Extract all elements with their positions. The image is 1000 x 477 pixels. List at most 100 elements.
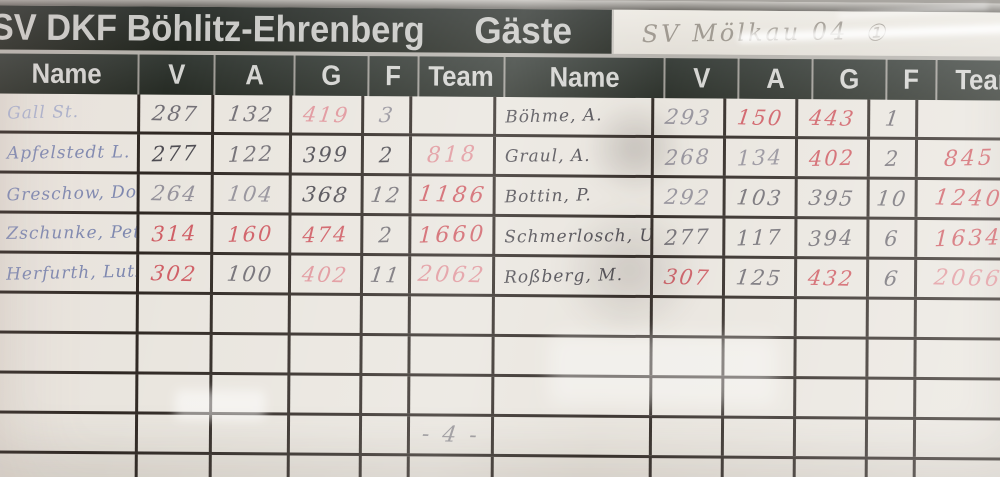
empty-cell xyxy=(289,415,363,454)
guest-team-number-mark: ① xyxy=(863,20,886,48)
score-cell: 474 xyxy=(291,215,364,254)
header-v-home: V xyxy=(139,54,214,95)
empty-cell xyxy=(212,374,291,413)
team-total-cell: 1634 xyxy=(933,225,1000,253)
score-cell: 150 xyxy=(726,98,799,137)
player-name-cell: Greschow, Dominik xyxy=(0,173,140,212)
score-cell: 2 xyxy=(869,139,919,177)
empty-row xyxy=(0,293,1000,341)
score-cell: 277 xyxy=(139,134,215,172)
empty-cell xyxy=(724,378,797,417)
score-cell: 134 xyxy=(725,138,799,177)
empty-cell xyxy=(494,376,653,416)
empty-cell xyxy=(0,413,139,452)
score-row-3: Greschow, Dominik 264 104 368 12 1186 Bo… xyxy=(0,173,1000,221)
score-cell: 6 xyxy=(869,219,918,257)
score-cell: 12 xyxy=(363,176,412,214)
empty-cell xyxy=(867,459,916,477)
empty-cell xyxy=(212,334,291,373)
score-cell: 1 xyxy=(870,99,919,137)
empty-cell xyxy=(493,416,653,456)
score-row-4: Zschunke, Peter 314 160 474 2 1660 Schme… xyxy=(0,213,1000,261)
score-cell: 307 xyxy=(652,258,726,296)
empty-cell xyxy=(651,418,725,456)
score-grid: Gall St. 287 132 419 3 Böhme, A. 293 150… xyxy=(0,93,1000,477)
empty-cell xyxy=(494,296,653,336)
score-cell: 3 xyxy=(364,96,413,134)
score-row-5: Herfurth, Lutz 302 100 402 11 2062 Roßbe… xyxy=(0,253,1000,301)
empty-cell xyxy=(290,375,363,414)
player-name-cell: Böhme, A. xyxy=(496,96,655,136)
score-cell: 419 xyxy=(292,95,365,134)
team-total-cell: 818 xyxy=(411,136,497,174)
player-name-cell: Roßberg, M. xyxy=(494,256,654,296)
empty-cell xyxy=(917,300,1000,338)
score-cell: 287 xyxy=(140,94,215,132)
empty-cell xyxy=(652,338,725,376)
empty-cell xyxy=(410,376,495,414)
match-title-bar: SV DKF Böhlitz-Ehrenberg Gäste xyxy=(0,5,612,54)
player-name-cell: Apfelstedt L. xyxy=(0,133,141,172)
score-row-1: Gall St. 287 132 419 3 Böhme, A. 293 150… xyxy=(0,93,1000,141)
empty-cell xyxy=(212,294,291,333)
handwritten-annotation: - 4 - xyxy=(419,421,481,449)
empty-cell xyxy=(652,298,725,336)
empty-cell xyxy=(290,295,363,334)
score-cell: 395 xyxy=(797,179,870,217)
empty-cell xyxy=(867,419,917,457)
score-cell: 314 xyxy=(139,214,214,252)
handwritten-annotation-cell: - 4 - xyxy=(409,416,495,454)
empty-cell xyxy=(868,379,917,417)
empty-cell xyxy=(362,376,411,414)
player-name-cell: Bottin, P. xyxy=(495,176,654,216)
score-cell: 399 xyxy=(291,135,365,174)
empty-cell xyxy=(724,298,797,337)
header-a-guest: A xyxy=(739,58,812,100)
empty-cell xyxy=(868,299,917,337)
header-g-guest: G xyxy=(813,59,886,100)
empty-cell xyxy=(410,336,495,374)
empty-cell xyxy=(289,455,362,477)
team-total-cell: 845 xyxy=(942,145,995,172)
header-team-guest: Team xyxy=(937,60,1000,101)
player-name-cell: Schmerlosch, U. xyxy=(495,216,654,256)
score-row-2: Apfelstedt L. 277 122 399 2 818 Graul, A… xyxy=(0,133,1000,181)
guest-column-title: Gäste xyxy=(473,9,572,52)
score-cell: 117 xyxy=(725,218,798,257)
team-total-cell: 2062 xyxy=(410,256,496,294)
empty-cell xyxy=(362,296,411,334)
score-cell: 2 xyxy=(363,136,413,174)
empty-cell xyxy=(0,373,139,412)
player-name-cell: Graul, A. xyxy=(495,136,655,176)
score-cell: 11 xyxy=(362,256,412,294)
empty-cell xyxy=(796,379,869,417)
score-cell: 6 xyxy=(868,259,918,297)
empty-row xyxy=(0,373,1000,421)
header-g-home: G xyxy=(295,55,368,97)
score-cell: 160 xyxy=(213,214,292,253)
empty-cell xyxy=(916,380,1000,418)
score-cell: 122 xyxy=(213,134,293,173)
score-cell: 132 xyxy=(214,94,293,133)
empty-cell xyxy=(362,336,411,374)
empty-cell xyxy=(916,460,1000,477)
player-name-cell: Herfurth, Lutz xyxy=(0,253,140,292)
empty-cell xyxy=(795,459,868,477)
empty-cell xyxy=(361,416,411,454)
score-cell: 2 xyxy=(363,216,412,254)
score-cell: 125 xyxy=(724,258,798,297)
score-cell: 10 xyxy=(869,179,918,217)
header-name-home: Name xyxy=(0,53,138,95)
team-total-cell: 2066 xyxy=(932,265,1000,293)
empty-cell xyxy=(916,420,1000,458)
team-total-cell: 1240 xyxy=(933,185,1000,213)
empty-cell xyxy=(723,418,797,457)
header-v-guest: V xyxy=(665,58,738,99)
empty-cell xyxy=(723,458,796,477)
team-total-cell: 1660 xyxy=(411,216,496,254)
empty-cell xyxy=(724,338,797,377)
score-cell: 402 xyxy=(797,139,871,177)
score-cell: 293 xyxy=(654,98,727,136)
guest-team-name-strip: SV Mölkau 04 ① xyxy=(611,9,1000,57)
score-cell: 368 xyxy=(291,175,364,214)
